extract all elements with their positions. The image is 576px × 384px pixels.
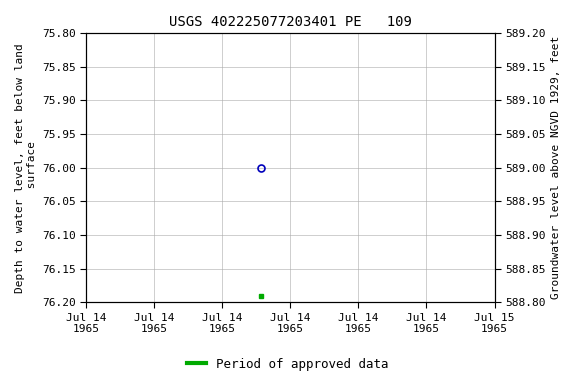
Y-axis label: Depth to water level, feet below land
 surface: Depth to water level, feet below land su… <box>15 43 37 293</box>
Title: USGS 402225077203401 PE   109: USGS 402225077203401 PE 109 <box>169 15 412 29</box>
Legend: Period of approved data: Period of approved data <box>183 353 393 376</box>
Y-axis label: Groundwater level above NGVD 1929, feet: Groundwater level above NGVD 1929, feet <box>551 36 561 299</box>
